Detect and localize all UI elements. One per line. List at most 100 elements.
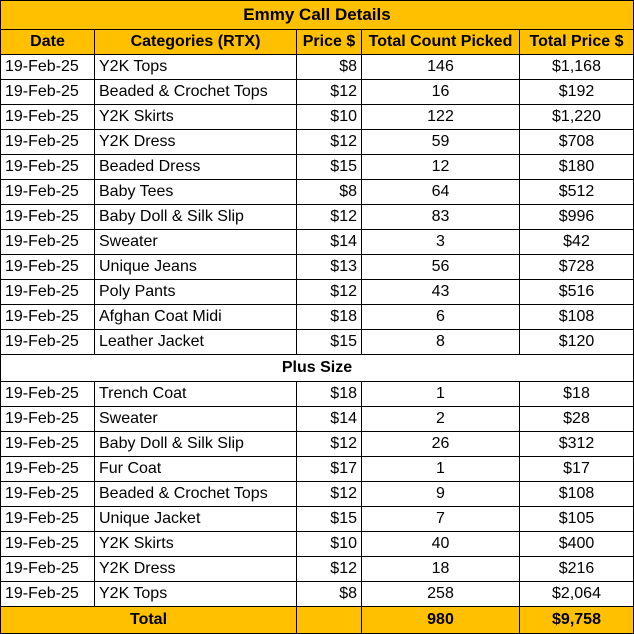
total-price: $180 xyxy=(520,155,634,180)
price: $18 xyxy=(297,305,362,330)
category: Sweater xyxy=(95,230,297,255)
total-price: $2,064 xyxy=(520,582,634,607)
count: 6 xyxy=(362,305,520,330)
count: 3 xyxy=(362,230,520,255)
date: 19-Feb-25 xyxy=(1,382,95,407)
category: Poly Pants xyxy=(95,280,297,305)
total-count: 980 xyxy=(362,607,520,634)
total-price: $42 xyxy=(520,230,634,255)
title: Emmy Call Details xyxy=(1,1,634,30)
total-price: $516 xyxy=(520,280,634,305)
date: 19-Feb-25 xyxy=(1,130,95,155)
column-header: Price $ xyxy=(297,30,362,55)
date: 19-Feb-25 xyxy=(1,532,95,557)
date: 19-Feb-25 xyxy=(1,105,95,130)
data-row: 19-Feb-25 Y2K Tops $8 258 $2,064 xyxy=(1,582,634,607)
date: 19-Feb-25 xyxy=(1,482,95,507)
data-row: 19-Feb-25 Unique Jacket $15 7 $105 xyxy=(1,507,634,532)
count: 7 xyxy=(362,507,520,532)
category: Beaded & Crochet Tops xyxy=(95,80,297,105)
total-row: Total 980 $9,758 xyxy=(1,607,634,634)
category: Y2K Tops xyxy=(95,55,297,80)
title-row: Emmy Call Details xyxy=(1,1,634,30)
total-price: $312 xyxy=(520,432,634,457)
total-label: Total xyxy=(1,607,297,634)
price: $12 xyxy=(297,130,362,155)
count: 40 xyxy=(362,532,520,557)
count: 83 xyxy=(362,205,520,230)
count: 1 xyxy=(362,382,520,407)
empty-cell xyxy=(297,607,362,634)
price: $15 xyxy=(297,507,362,532)
data-row: 19-Feb-25 Leather Jacket $15 8 $120 xyxy=(1,330,634,355)
category: Baby Doll & Silk Slip xyxy=(95,432,297,457)
data-row: 19-Feb-25 Y2K Skirts $10 122 $1,220 xyxy=(1,105,634,130)
date: 19-Feb-25 xyxy=(1,180,95,205)
data-row: 19-Feb-25 Baby Doll & Silk Slip $12 83 $996 xyxy=(1,205,634,230)
data-row: 19-Feb-25 Sweater $14 3 $42 xyxy=(1,230,634,255)
count: 2 xyxy=(362,407,520,432)
price: $17 xyxy=(297,457,362,482)
column-header: Categories (RTX) xyxy=(95,30,297,55)
total-price: $1,220 xyxy=(520,105,634,130)
data-row: 19-Feb-25 Sweater $14 2 $28 xyxy=(1,407,634,432)
total-price: $108 xyxy=(520,482,634,507)
price: $18 xyxy=(297,382,362,407)
category: Baby Doll & Silk Slip xyxy=(95,205,297,230)
column-header: Total Price $ xyxy=(520,30,634,55)
price: $10 xyxy=(297,532,362,557)
count: 16 xyxy=(362,80,520,105)
price: $14 xyxy=(297,407,362,432)
data-row: 19-Feb-25 Afghan Coat Midi $18 6 $108 xyxy=(1,305,634,330)
category: Y2K Dress xyxy=(95,557,297,582)
date: 19-Feb-25 xyxy=(1,457,95,482)
price: $8 xyxy=(297,180,362,205)
count: 43 xyxy=(362,280,520,305)
date: 19-Feb-25 xyxy=(1,432,95,457)
data-row: 19-Feb-25 Y2K Dress $12 18 $216 xyxy=(1,557,634,582)
count: 59 xyxy=(362,130,520,155)
count: 146 xyxy=(362,55,520,80)
count: 258 xyxy=(362,582,520,607)
total-price: $400 xyxy=(520,532,634,557)
category: Beaded Dress xyxy=(95,155,297,180)
price: $12 xyxy=(297,80,362,105)
data-row: 19-Feb-25 Beaded & Crochet Tops $12 9 $108 xyxy=(1,482,634,507)
count: 12 xyxy=(362,155,520,180)
total-price: $105 xyxy=(520,507,634,532)
date: 19-Feb-25 xyxy=(1,330,95,355)
total-price: $1,168 xyxy=(520,55,634,80)
total-price: $708 xyxy=(520,130,634,155)
date: 19-Feb-25 xyxy=(1,230,95,255)
price: $12 xyxy=(297,482,362,507)
total-price: $728 xyxy=(520,255,634,280)
category: Beaded & Crochet Tops xyxy=(95,482,297,507)
category: Trench Coat xyxy=(95,382,297,407)
total-price: $18 xyxy=(520,382,634,407)
price: $12 xyxy=(297,205,362,230)
price: $15 xyxy=(297,155,362,180)
count: 26 xyxy=(362,432,520,457)
date: 19-Feb-25 xyxy=(1,55,95,80)
count: 9 xyxy=(362,482,520,507)
total-price: $512 xyxy=(520,180,634,205)
total-price: $17 xyxy=(520,457,634,482)
column-header: Date xyxy=(1,30,95,55)
category: Y2K Skirts xyxy=(95,105,297,130)
data-row: 19-Feb-25 Trench Coat $18 1 $18 xyxy=(1,382,634,407)
count: 8 xyxy=(362,330,520,355)
total-price: $28 xyxy=(520,407,634,432)
total-price: $108 xyxy=(520,305,634,330)
data-row: 19-Feb-25 Baby Doll & Silk Slip $12 26 $312 xyxy=(1,432,634,457)
data-row: 19-Feb-25 Fur Coat $17 1 $17 xyxy=(1,457,634,482)
data-row: 19-Feb-25 Unique Jeans $13 56 $728 xyxy=(1,255,634,280)
data-row: 19-Feb-25 Poly Pants $12 43 $516 xyxy=(1,280,634,305)
category: Y2K Skirts xyxy=(95,532,297,557)
column-header: Total Count Picked xyxy=(362,30,520,55)
data-row: 19-Feb-25 Y2K Skirts $10 40 $400 xyxy=(1,532,634,557)
date: 19-Feb-25 xyxy=(1,407,95,432)
data-row: 19-Feb-25 Beaded & Crochet Tops $12 16 $192 xyxy=(1,80,634,105)
price: $12 xyxy=(297,557,362,582)
category: Afghan Coat Midi xyxy=(95,305,297,330)
